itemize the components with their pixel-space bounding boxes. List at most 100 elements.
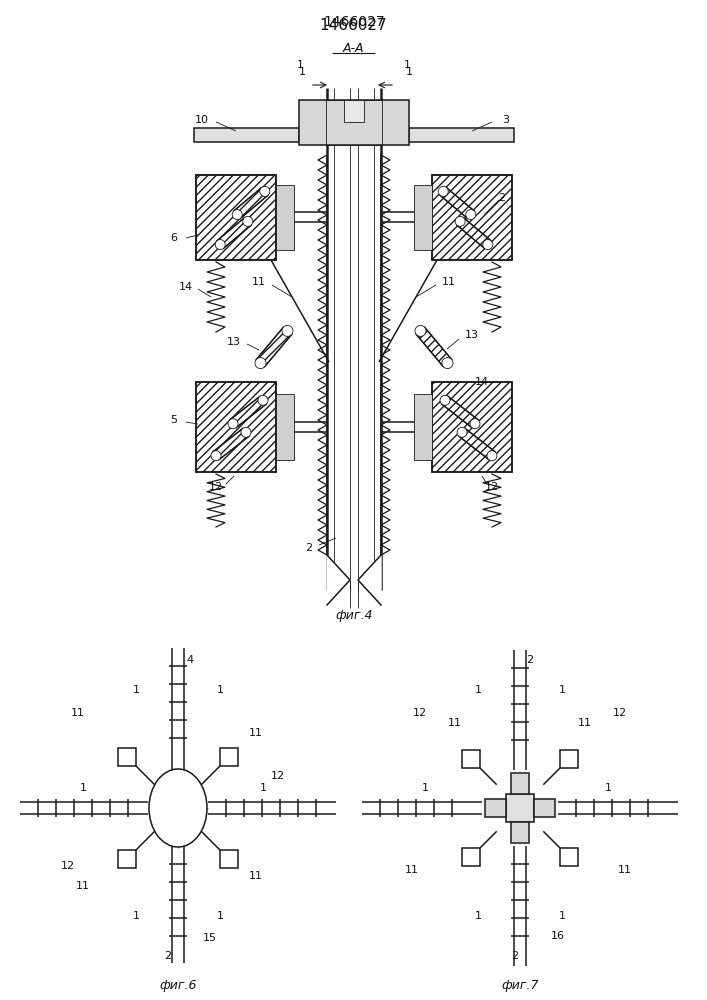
Bar	[230, 396, 266, 428]
Bar	[432, 382, 512, 472]
Bar	[511, 773, 529, 794]
Text: 2: 2	[511, 951, 518, 961]
Text: 11: 11	[249, 728, 263, 738]
Polygon shape	[358, 555, 381, 605]
Text: 1: 1	[404, 60, 411, 70]
Bar	[416, 327, 452, 367]
Text: 2: 2	[165, 951, 172, 961]
Text: 1: 1	[259, 783, 267, 793]
Text: 11: 11	[71, 708, 85, 718]
Bar	[344, 100, 364, 122]
Bar	[276, 394, 294, 460]
Circle shape	[440, 395, 450, 405]
Circle shape	[215, 240, 226, 250]
Text: 12: 12	[271, 771, 285, 781]
Circle shape	[457, 427, 467, 437]
Bar	[561, 750, 578, 768]
Bar	[432, 175, 512, 260]
Bar	[414, 185, 432, 250]
Text: 1: 1	[216, 685, 223, 695]
Circle shape	[211, 451, 221, 461]
Circle shape	[241, 427, 251, 437]
Bar	[511, 822, 529, 843]
Text: 1: 1	[298, 67, 305, 77]
Text: 1: 1	[474, 685, 481, 695]
Bar	[217, 218, 251, 248]
Bar	[459, 428, 495, 460]
Text: фиг.7: фиг.7	[501, 980, 539, 992]
Bar	[457, 218, 491, 248]
Bar	[234, 188, 268, 218]
Text: 15: 15	[203, 933, 217, 943]
Bar	[442, 396, 478, 428]
Text: 1: 1	[132, 685, 139, 695]
Text: 5: 5	[170, 415, 177, 425]
Bar	[462, 750, 479, 768]
Text: 2: 2	[305, 543, 312, 553]
Text: 1: 1	[559, 685, 566, 695]
Text: 11: 11	[448, 718, 462, 728]
Bar	[194, 128, 299, 142]
Text: 1: 1	[216, 911, 223, 921]
Text: 13: 13	[227, 337, 241, 347]
Text: 11: 11	[76, 881, 90, 891]
Bar	[118, 748, 136, 766]
Text: 3: 3	[503, 115, 510, 125]
Bar	[118, 850, 136, 868]
Bar	[409, 128, 514, 142]
Text: 11: 11	[618, 865, 632, 875]
Text: 1: 1	[406, 67, 412, 77]
Bar	[220, 748, 238, 766]
Text: 16: 16	[551, 931, 565, 941]
Circle shape	[442, 358, 453, 369]
Circle shape	[415, 325, 426, 336]
Bar	[432, 175, 512, 260]
Bar	[440, 188, 474, 218]
Text: 11: 11	[578, 718, 592, 728]
Text: 12: 12	[413, 708, 427, 718]
Text: 1: 1	[421, 783, 428, 793]
Text: 1: 1	[474, 911, 481, 921]
Text: 12: 12	[61, 861, 75, 871]
Circle shape	[470, 419, 480, 429]
Bar	[416, 327, 452, 367]
Text: 10: 10	[195, 115, 209, 125]
Text: 1: 1	[296, 60, 303, 70]
Bar	[196, 382, 276, 472]
Text: 12: 12	[209, 482, 223, 492]
Bar	[213, 428, 249, 460]
Text: 13: 13	[465, 330, 479, 340]
Ellipse shape	[149, 769, 207, 847]
Text: 1466027: 1466027	[323, 15, 385, 29]
Bar	[257, 327, 292, 367]
Text: 11: 11	[249, 871, 263, 881]
Bar	[230, 396, 266, 428]
Bar	[326, 100, 382, 145]
Bar	[506, 794, 534, 822]
Bar	[217, 218, 251, 248]
Bar	[561, 848, 578, 866]
Bar	[432, 382, 512, 472]
Circle shape	[232, 210, 243, 220]
Text: фиг.4: фиг.4	[335, 608, 373, 621]
Circle shape	[455, 216, 465, 226]
Bar	[462, 848, 479, 866]
Circle shape	[438, 186, 448, 196]
Bar	[440, 188, 474, 218]
Bar	[485, 799, 506, 817]
Text: 14: 14	[475, 377, 489, 387]
Text: 1: 1	[604, 783, 612, 793]
Bar	[299, 100, 409, 145]
Bar	[196, 175, 276, 260]
Text: 12: 12	[485, 482, 499, 492]
Text: 1: 1	[79, 783, 86, 793]
Text: 14: 14	[179, 282, 193, 292]
Circle shape	[483, 240, 493, 250]
Circle shape	[259, 186, 270, 196]
Text: фиг.6: фиг.6	[159, 980, 197, 992]
Circle shape	[466, 210, 476, 220]
Bar	[234, 188, 268, 218]
Bar	[276, 185, 294, 250]
Text: 1: 1	[559, 911, 566, 921]
Text: 11: 11	[405, 865, 419, 875]
